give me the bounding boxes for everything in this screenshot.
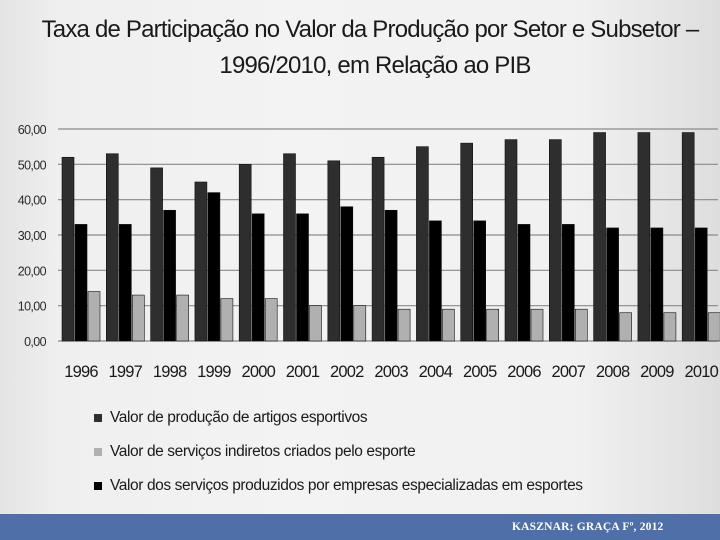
legend: Valor de produção de artigos esportivos …: [94, 401, 583, 503]
bar-especializados: [251, 213, 265, 342]
chart-title-line-1: Taxa de Participação no Valor da Produçã…: [41, 16, 700, 43]
bar-indiretos: [87, 291, 101, 342]
bar-indiretos: [619, 312, 632, 342]
y-axis-ticks: 0,00 10,00 20,00 30,00 40,00 50,00 60,00: [18, 123, 48, 349]
y-tick-label: 20,00: [18, 264, 47, 278]
bar-indiretos: [663, 312, 677, 342]
bar-indiretos: [309, 305, 322, 342]
x-tick-label: 2001: [286, 363, 320, 381]
bar-especializados: [74, 224, 88, 342]
x-tick-label: 2003: [374, 363, 408, 381]
legend-swatch-producao: [94, 414, 102, 422]
bar-indiretos: [220, 298, 234, 342]
x-tick-label: 1999: [197, 363, 231, 381]
bar-especializados: [163, 209, 176, 342]
chart-title-line-2: 1996/2010, em Relação ao PIB: [219, 52, 531, 79]
y-tick-label: 60,00: [18, 123, 47, 137]
y-tick-label: 50,00: [18, 158, 47, 172]
bar-producao: [593, 132, 606, 342]
bar-indiretos: [442, 308, 455, 342]
bar-producao: [283, 153, 296, 342]
x-axis-ticks: 1996 1997 1998 1999 2000 2001 2002 2003 2004 2005…: [64, 363, 719, 381]
bar-especializados: [207, 192, 221, 342]
bar-especializados: [650, 227, 664, 342]
x-tick-label: 2009: [640, 363, 674, 381]
bar-especializados: [119, 224, 132, 342]
bar-producao: [194, 181, 208, 342]
bar-producao: [61, 156, 75, 342]
legend-swatch-especializados: [94, 482, 102, 490]
bar-indiretos: [132, 294, 145, 342]
source-citation: KASZNAR; GRAÇA Fº, 2012: [512, 521, 664, 533]
legend-label-indiretos: Valor de serviços indiretos criados pelo…: [110, 443, 416, 460]
slide: Taxa de Participação no Valor da Produçã…: [0, 0, 720, 514]
x-tick-label: 2006: [507, 363, 541, 381]
bar-producao: [681, 132, 695, 342]
bar-indiretos: [176, 294, 189, 342]
bar-especializados: [561, 224, 575, 342]
legend-item-producao: Valor de produção de artigos esportivos: [94, 401, 583, 435]
bars: [61, 132, 720, 342]
footer-bar: KASZNAR; GRAÇA Fº, 2012: [0, 514, 720, 540]
x-tick-label: 2004: [419, 363, 453, 381]
bar-producao: [327, 160, 341, 342]
bar-especializados: [340, 206, 354, 342]
legend-item-especializados: Valor dos serviços produzidos por empres…: [94, 469, 583, 503]
bar-indiretos: [530, 308, 544, 342]
x-tick-label: 2005: [463, 363, 497, 381]
bar-producao: [238, 164, 252, 342]
bar-especializados: [694, 227, 708, 342]
x-tick-label: 1998: [153, 363, 187, 381]
bar-especializados: [606, 227, 619, 342]
y-tick-label: 10,00: [18, 300, 47, 314]
bar-indiretos: [264, 298, 278, 342]
bar-producao: [548, 139, 562, 342]
legend-label-producao: Valor de produção de artigos esportivos: [110, 409, 368, 426]
bar-producao: [460, 142, 474, 342]
bar-indiretos: [353, 305, 367, 342]
bar-indiretos: [397, 308, 411, 342]
x-tick-label: 2000: [241, 363, 275, 381]
legend-label-especializados: Valor dos serviços produzidos por empres…: [110, 477, 583, 494]
legend-item-indiretos: Valor de serviços indiretos criados pelo…: [94, 435, 583, 469]
bar-producao: [637, 132, 651, 342]
y-tick-label: 0,00: [24, 335, 47, 349]
bar-producao: [150, 167, 163, 342]
x-tick-label: 2008: [596, 363, 630, 381]
bar-especializados: [473, 220, 487, 342]
bar-especializados: [296, 213, 309, 342]
bar-especializados: [384, 209, 398, 342]
bar-producao: [371, 156, 385, 342]
bar-indiretos: [707, 312, 720, 342]
bar-indiretos: [574, 308, 588, 342]
y-tick-label: 30,00: [18, 229, 47, 243]
bar-especializados: [429, 220, 442, 342]
x-tick-label: 2010: [684, 363, 718, 381]
bar-producao: [504, 139, 518, 342]
x-tick-label: 2007: [552, 363, 586, 381]
bar-especializados: [517, 224, 531, 342]
x-tick-label: 1996: [64, 363, 98, 381]
bar-indiretos: [486, 308, 500, 342]
chart-title: Taxa de Participação no Valor da Produçã…: [0, 12, 720, 84]
legend-swatch-indiretos: [94, 448, 102, 456]
x-tick-label: 2002: [330, 363, 364, 381]
bar-producao: [106, 153, 119, 342]
bar-producao: [416, 146, 429, 342]
x-tick-label: 1997: [109, 363, 143, 381]
y-tick-label: 40,00: [18, 194, 47, 208]
